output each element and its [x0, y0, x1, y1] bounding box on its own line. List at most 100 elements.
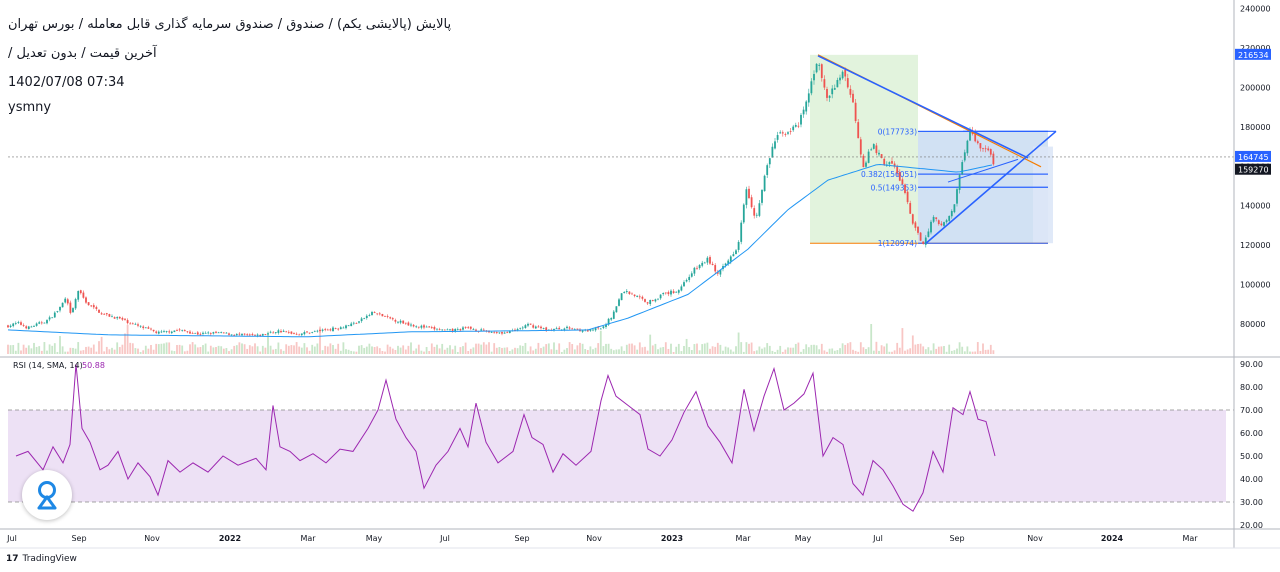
volume-bar: [363, 347, 366, 354]
candle-body: [779, 132, 782, 134]
candle-body: [293, 333, 295, 334]
candle-body: [183, 330, 186, 332]
volume-bar: [498, 347, 501, 354]
volume-bar: [456, 351, 459, 354]
candle-body: [272, 332, 275, 334]
volume-bar: [836, 350, 839, 354]
rsi-pane[interactable]: RSI (14, SMA, 14) 50.88: [8, 361, 1234, 512]
rsi-legend[interactable]: RSI (14, SMA, 14): [13, 361, 83, 370]
volume-bar: [202, 345, 204, 354]
volume-bar: [716, 342, 719, 354]
candle-body: [30, 326, 33, 328]
time-tick-label: Jul: [872, 534, 883, 543]
volume-bar: [129, 342, 132, 354]
price-pane[interactable]: 0(177733) 0.382(156051) 0.5(149353) 1(12097…: [7, 54, 1234, 354]
candle-body: [675, 291, 678, 293]
fib-zone-extension: [1033, 146, 1053, 244]
candle-body: [651, 300, 654, 301]
trendline-lower[interactable]: [925, 130, 1057, 244]
candle-body: [610, 318, 613, 320]
time-tick-label: Mar: [1182, 534, 1198, 543]
volume-bar: [451, 349, 454, 354]
volume-bar: [930, 350, 932, 354]
symbol-title[interactable]: پالایش (پالایشی یکم) / صندوق / صندوق سرم…: [8, 17, 452, 32]
volume-bar: [243, 344, 246, 354]
tradingview-brand[interactable]: 17 TradingView: [6, 554, 77, 564]
candle-body: [105, 313, 108, 315]
volume-bar: [303, 343, 306, 354]
volume-bar: [870, 324, 873, 354]
candle-body: [98, 309, 100, 313]
volume-bar: [472, 347, 475, 354]
candle-body: [599, 328, 602, 330]
volume-bar: [12, 345, 15, 354]
candle-body: [378, 313, 381, 315]
volume-bar: [805, 344, 808, 354]
volume-bar: [807, 347, 810, 354]
candle-body: [152, 329, 155, 332]
volume-bar: [100, 336, 103, 354]
candle-body: [150, 328, 152, 330]
candle-body: [914, 222, 917, 228]
candle-body: [984, 148, 987, 150]
candle-body: [108, 314, 111, 317]
candle-body: [238, 333, 241, 335]
candle-body: [893, 163, 896, 167]
volume-bar: [157, 344, 160, 354]
rsi-line: [15, 363, 996, 512]
volume-bar: [256, 346, 259, 354]
candle-body: [935, 217, 938, 219]
time-axis[interactable]: Jul Sep Nov 2022 Mar May Jul Sep Nov 2023 Mar May Ju…: [6, 534, 1198, 543]
volume-bar: [521, 345, 524, 354]
candle-body: [826, 89, 828, 98]
volume-bar: [295, 342, 298, 354]
candle-body: [329, 329, 332, 331]
candle-body: [160, 331, 163, 333]
volume-bar: [59, 335, 61, 354]
candle-body: [815, 63, 818, 73]
volume-bar: [745, 342, 748, 354]
volume-bar: [313, 346, 316, 354]
tradingview-logo-icon: 17: [6, 554, 19, 564]
candle-body: [625, 291, 628, 293]
volume-bar: [898, 347, 901, 354]
volume-bar: [542, 346, 545, 354]
candle-body: [719, 269, 722, 275]
volume-bar: [883, 346, 886, 354]
price-labels: 216534 164745 159270: [1235, 48, 1271, 175]
volume-bar: [862, 347, 865, 354]
candle-body: [381, 313, 384, 317]
volume-bar: [350, 350, 353, 354]
volume-bar: [337, 343, 340, 354]
candle-body: [659, 294, 662, 299]
candle-body: [191, 333, 194, 334]
sponsor-logo[interactable]: [22, 470, 72, 520]
candle-body: [9, 325, 12, 327]
trendlines[interactable]: [817, 54, 1057, 244]
trendline-upper[interactable]: [817, 55, 1029, 159]
candle-body: [228, 333, 230, 335]
volume-bar: [113, 349, 116, 354]
volume-bar: [417, 344, 420, 354]
volume-bar: [732, 351, 735, 354]
candle-body: [66, 299, 69, 304]
volume-bar: [501, 347, 503, 354]
candle-body: [306, 331, 308, 333]
candle-body: [618, 299, 620, 306]
candle-body: [563, 328, 566, 331]
rsi-axis[interactable]: 90.00 80.00 70.00 60.00 50.00 40.00 30.00 20.00: [1240, 360, 1263, 530]
volume-bar: [358, 345, 360, 354]
volume-bar: [672, 351, 675, 354]
trendline-channel-inner[interactable]: [947, 158, 1019, 183]
candle-body: [948, 215, 951, 221]
volume-bar: [688, 347, 691, 354]
candle-body: [714, 265, 717, 272]
candle-body: [308, 332, 311, 334]
volume-bar: [935, 348, 938, 354]
fib-retracement-tool[interactable]: 0(177733) 0.382(156051) 0.5(149353) 1(12097…: [810, 54, 1053, 248]
volume-bar: [482, 342, 485, 354]
volume-bar: [360, 345, 363, 354]
candle-body: [641, 296, 644, 299]
candle-body: [22, 325, 25, 326]
